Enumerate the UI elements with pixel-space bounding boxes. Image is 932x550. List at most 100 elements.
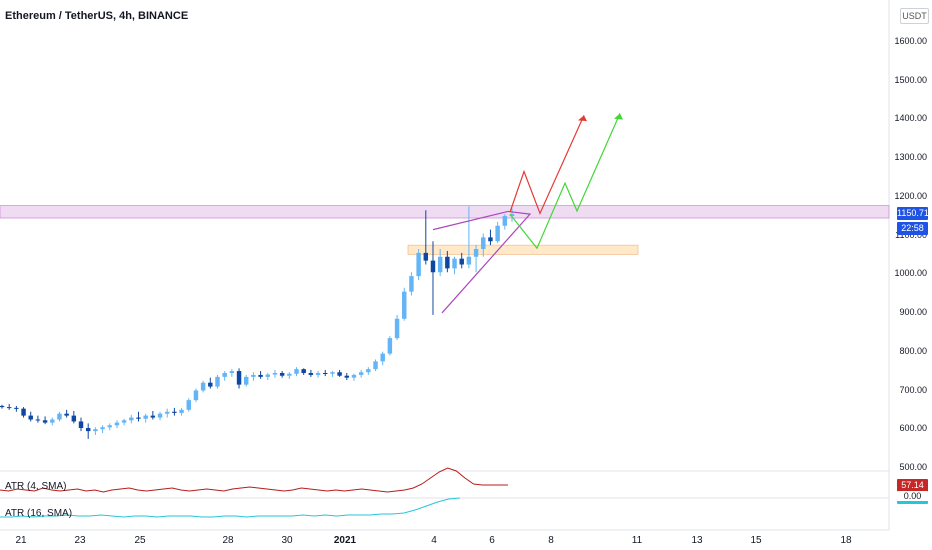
candle-body [437, 256, 443, 273]
x-tick-label: 21 [15, 535, 27, 546]
y-tick-label: 800.00 [899, 346, 927, 356]
candle-body [215, 376, 220, 387]
candle-body [394, 318, 400, 339]
bullish-projection-red [509, 115, 585, 215]
x-tick-label: 13 [691, 535, 703, 546]
y-tick-label: 500.00 [899, 462, 927, 472]
y-tick-label: 1600.00 [894, 36, 927, 46]
candle-body [315, 373, 321, 375]
atr16-label: ATR (16, SMA) [5, 508, 73, 519]
candle-body [164, 411, 170, 414]
candle-body [57, 413, 62, 420]
candle-body [114, 422, 120, 426]
candle-body [136, 417, 141, 419]
candle-body [495, 225, 500, 242]
y-tick-label: 1300.00 [894, 152, 927, 162]
candle-body [502, 216, 508, 226]
candle-body [229, 371, 235, 373]
currency-label[interactable]: USDT [900, 8, 929, 24]
atr16-line [0, 497, 461, 518]
y-tick-label: 700.00 [899, 385, 927, 395]
candle-body [301, 369, 306, 373]
candle-body [323, 373, 328, 374]
candle-body [193, 390, 199, 401]
countdown-badge: 22:58 [897, 222, 928, 235]
candle-body [21, 408, 26, 416]
candle-body [6, 407, 12, 409]
candle-body [430, 260, 436, 273]
candle-body [330, 372, 335, 374]
candle-body [200, 382, 206, 391]
candle-body [243, 376, 249, 385]
candle-body [308, 373, 314, 375]
chart-title: Ethereum / TetherUS, 4h, BINANCE [5, 10, 189, 22]
last-price-badge: 1150.71 [897, 207, 929, 220]
x-tick-label: 2021 [334, 535, 357, 546]
candle-body [473, 249, 479, 257]
candle-body [337, 372, 342, 376]
y-tick-label: 1000.00 [894, 268, 927, 278]
x-tick-label: 15 [750, 535, 762, 546]
y-tick-label: 1500.00 [894, 75, 927, 85]
candle-body [251, 374, 256, 377]
candle-body [0, 405, 5, 408]
candle-body [93, 429, 98, 432]
candle-body [78, 421, 84, 429]
x-tick-label: 11 [632, 535, 643, 546]
y-tick-label: 1200.00 [894, 191, 927, 201]
candle-body [366, 369, 371, 373]
atr4-label: ATR (4, SMA) [5, 481, 67, 492]
atr4-value-badge: 57.14 [897, 479, 928, 492]
candle-body [452, 258, 457, 269]
candle-body [71, 415, 77, 422]
candle-body [466, 256, 472, 265]
candle-body [423, 252, 429, 261]
candle-body [265, 374, 271, 377]
candle-body [294, 369, 299, 374]
candle-body [445, 256, 450, 269]
candle-body [351, 374, 357, 378]
y-tick-label: 1400.00 [894, 113, 927, 123]
candle-body [344, 375, 350, 378]
candle-body [387, 338, 393, 354]
candle-body [172, 411, 177, 413]
candle-body [42, 420, 48, 423]
candle-body [373, 361, 378, 370]
x-tick-label: 8 [548, 535, 554, 546]
y-tick-label: 900.00 [899, 307, 927, 317]
candle-body [459, 258, 464, 265]
candle-body [236, 371, 242, 385]
candle-body [35, 419, 41, 421]
y-tick-label: 600.00 [899, 423, 927, 433]
atr16-value-badge: 0.00 [897, 491, 928, 504]
support-zone [407, 244, 639, 255]
wedge-upper-line [432, 210, 509, 231]
x-tick-label: 4 [431, 535, 437, 546]
candle-body [157, 413, 163, 418]
candle-body [179, 409, 184, 413]
candle-body [416, 252, 421, 277]
candle-body [186, 400, 191, 410]
candle-body [64, 413, 69, 416]
candle-body [509, 214, 515, 217]
candle-body [129, 417, 134, 421]
candle-body [107, 425, 112, 428]
candle-body [481, 237, 486, 249]
green-arrow-head [614, 113, 623, 120]
x-tick-label: 25 [134, 535, 146, 546]
candle-body [50, 419, 55, 423]
y-tick-label: 1100.00 [895, 230, 927, 240]
candle-body [85, 428, 91, 432]
x-tick-label: 23 [74, 535, 86, 546]
atr4-line [0, 467, 508, 493]
candle-body [358, 372, 364, 375]
wedge-lower-line [441, 210, 532, 314]
red-arrow-head [578, 115, 587, 122]
candle-body [287, 373, 292, 376]
x-tick-label: 30 [281, 535, 293, 546]
x-tick-label: 6 [489, 535, 495, 546]
candle-body [279, 373, 285, 376]
x-tick-label: 18 [840, 535, 852, 546]
